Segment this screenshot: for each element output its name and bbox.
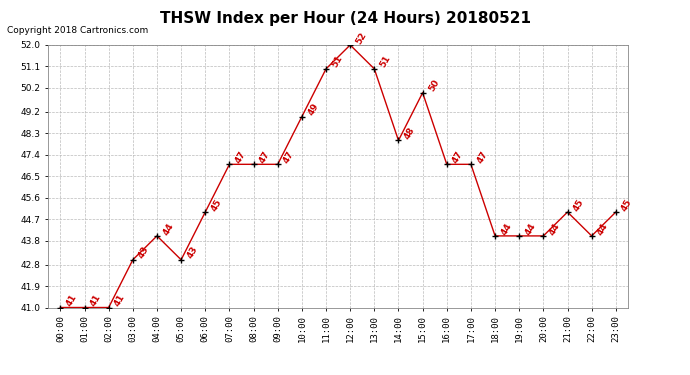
Text: 44: 44 [548,221,562,237]
Text: 41: 41 [89,292,103,308]
Text: 41: 41 [65,292,79,308]
Text: 44: 44 [524,221,538,237]
Text: Copyright 2018 Cartronics.com: Copyright 2018 Cartronics.com [7,26,148,35]
Text: 44: 44 [500,221,513,237]
Text: 47: 47 [258,149,272,165]
Text: 47: 47 [451,149,465,165]
Text: 45: 45 [572,197,586,213]
Text: THSW Index per Hour (24 Hours) 20180521: THSW Index per Hour (24 Hours) 20180521 [159,11,531,26]
Text: 51: 51 [331,54,344,69]
Text: 43: 43 [186,245,199,260]
Text: 50: 50 [427,78,441,93]
Text: 43: 43 [137,245,151,260]
Text: 44: 44 [161,221,175,237]
Text: 47: 47 [475,149,489,165]
Text: 44: 44 [596,221,610,237]
Text: 45: 45 [620,197,634,213]
Text: 48: 48 [403,126,417,141]
Text: 52: 52 [355,30,368,46]
Text: 47: 47 [282,149,296,165]
Text: 41: 41 [113,292,127,308]
Text: 47: 47 [234,149,248,165]
Text: 49: 49 [306,102,320,117]
Text: THSW  (°F): THSW (°F) [610,34,663,43]
Text: 45: 45 [210,197,224,213]
Text: 51: 51 [379,54,393,69]
